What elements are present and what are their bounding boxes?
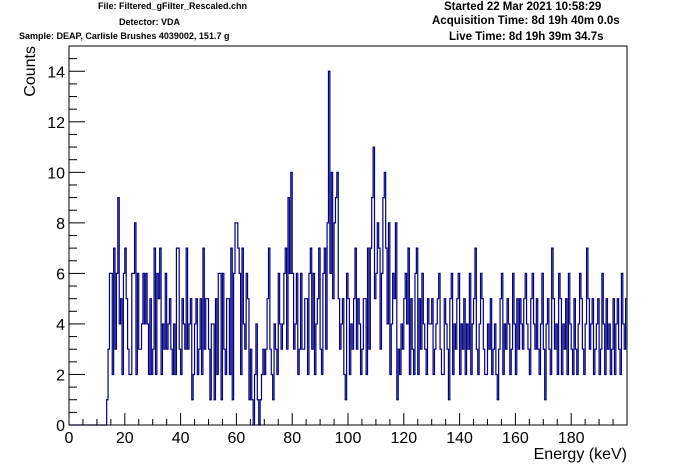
- x-tick-label: 80: [283, 430, 301, 447]
- y-tick-label: 14: [47, 64, 65, 81]
- started-label: Started 22 Mar 2021 10:58:29: [444, 1, 602, 13]
- series-layer: [69, 70, 627, 426]
- sample-label: Sample: DEAP, Carlisle Brushes 4039002, …: [19, 31, 230, 41]
- x-axis-label: Energy (keV): [534, 446, 627, 463]
- x-axis-ticks: 0 20 40 60 80 100 120 140 160 180: [65, 413, 628, 447]
- acquisition-time-label: Acquisition Time: 8d 19h 40m 0.0s: [432, 15, 620, 27]
- x-tick-label: 120: [390, 430, 417, 447]
- y-tick-label: 0: [56, 418, 65, 435]
- y-tick-label: 6: [56, 266, 65, 283]
- x-tick-label: 60: [228, 430, 246, 447]
- detector-label: Detector: VDA: [119, 17, 181, 27]
- y-tick-label: 12: [47, 115, 65, 132]
- x-tick-label: 180: [558, 430, 585, 447]
- file-label: File: Filtered_gFilter_Rescaled.chn: [98, 1, 248, 11]
- x-tick-label: 40: [172, 430, 190, 447]
- y-tick-label: 10: [47, 165, 65, 182]
- histogram-series: [69, 70, 627, 426]
- x-tick-label: 160: [502, 430, 529, 447]
- y-tick-label: 2: [56, 367, 65, 384]
- y-tick-label: 4: [56, 317, 65, 334]
- y-axis-ticks: 0 2 4 6 8 10 12 14: [47, 45, 85, 435]
- live-time-label: Live Time: 8d 19h 39m 34.7s: [449, 31, 604, 43]
- x-tick-label: 0: [65, 430, 74, 447]
- x-tick-label: 20: [116, 430, 134, 447]
- x-tick-label: 100: [335, 430, 362, 447]
- y-tick-label: 8: [56, 216, 65, 233]
- x-tick-label: 140: [446, 430, 473, 447]
- y-axis-label: Counts: [22, 46, 39, 97]
